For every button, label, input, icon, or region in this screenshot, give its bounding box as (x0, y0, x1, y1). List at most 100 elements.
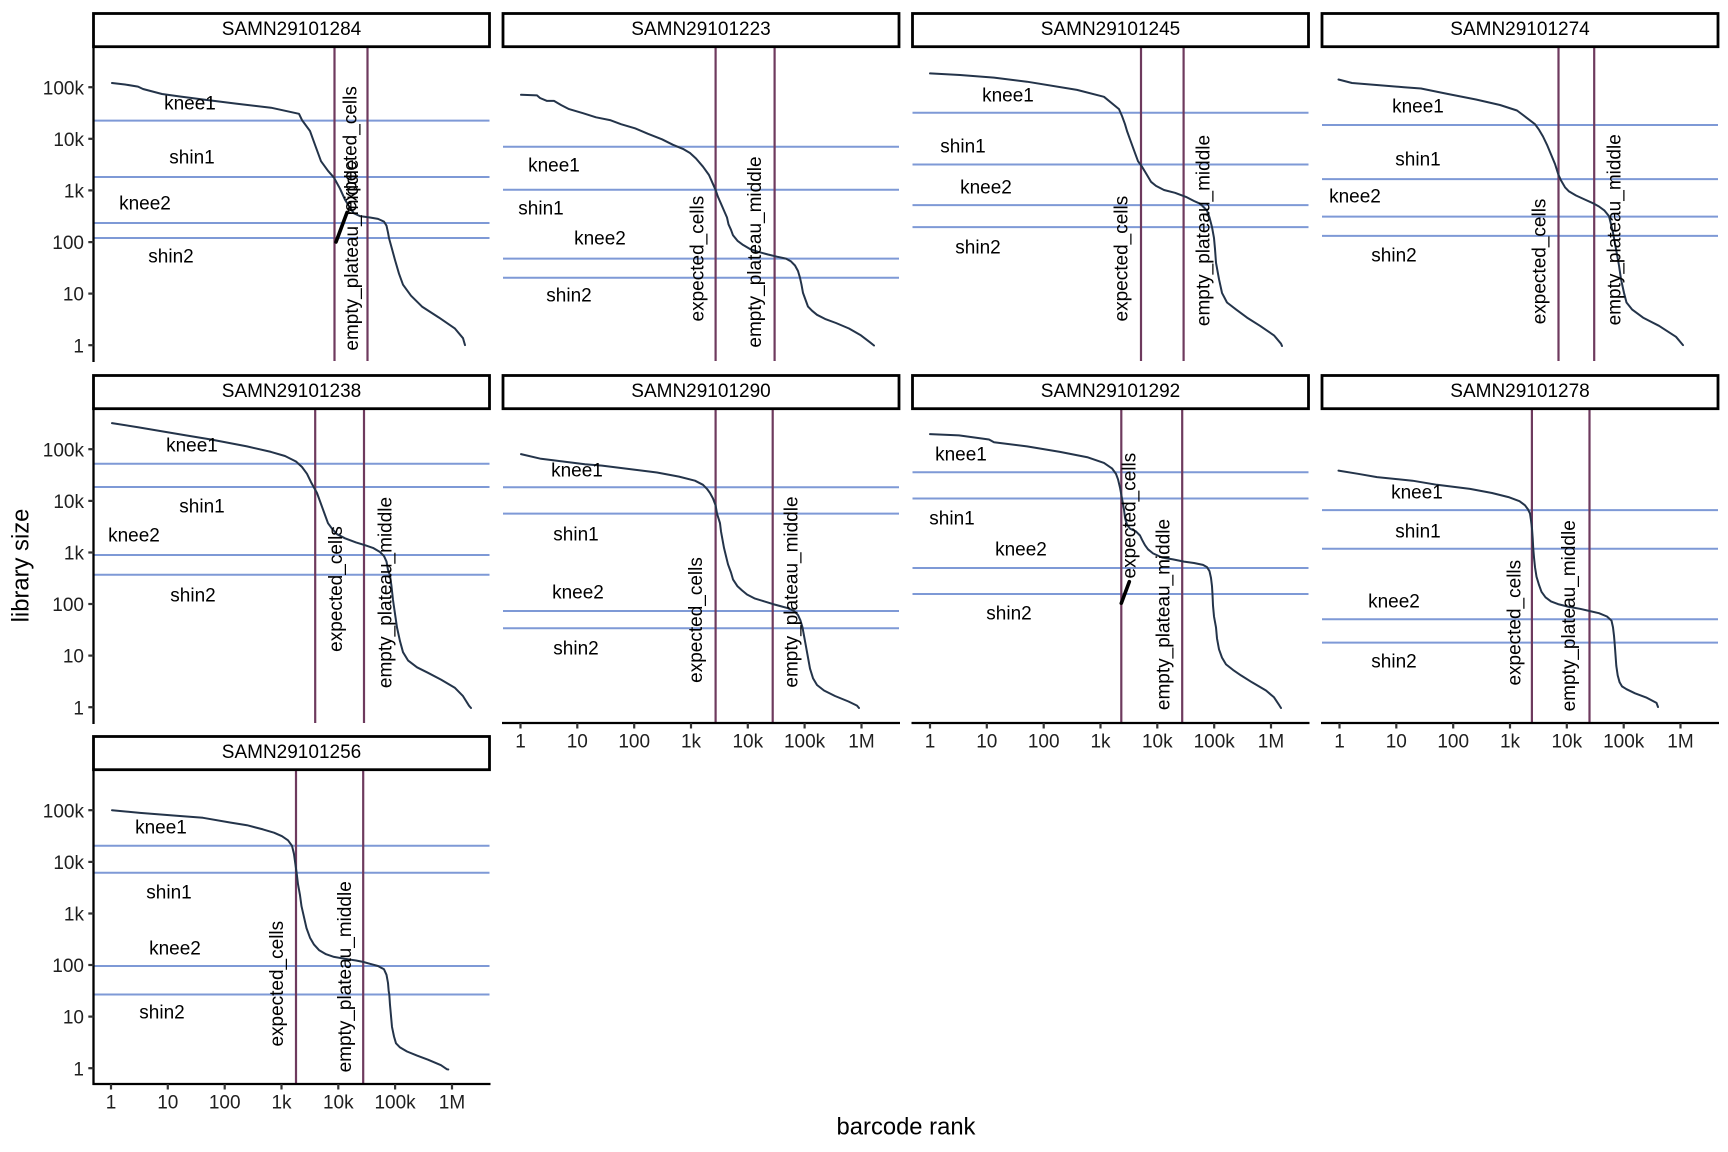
svg-text:SAMN29101256: SAMN29101256 (222, 742, 361, 763)
svg-text:1: 1 (1334, 732, 1345, 753)
svg-text:shin1: shin1 (553, 525, 598, 546)
svg-text:1M: 1M (439, 1093, 465, 1114)
svg-text:10: 10 (63, 285, 84, 306)
svg-text:10k: 10k (53, 492, 84, 513)
svg-text:shin2: shin2 (955, 238, 1000, 259)
svg-text:knee2: knee2 (119, 194, 171, 215)
svg-text:empty_plateau_middle: empty_plateau_middle (1605, 134, 1626, 325)
svg-text:1: 1 (925, 732, 936, 753)
svg-text:shin2: shin2 (986, 604, 1031, 625)
svg-text:expected_cells: expected_cells (1504, 560, 1525, 686)
svg-text:10k: 10k (323, 1093, 354, 1114)
svg-text:1: 1 (106, 1093, 117, 1114)
svg-text:empty_plateau_middle: empty_plateau_middle (1153, 519, 1174, 710)
svg-text:1k: 1k (1090, 732, 1111, 753)
svg-text:knee1: knee1 (164, 94, 216, 115)
svg-text:knee2: knee2 (960, 178, 1012, 199)
svg-text:1M: 1M (848, 732, 874, 753)
svg-text:10k: 10k (732, 732, 763, 753)
svg-text:1M: 1M (1258, 732, 1284, 753)
svg-text:empty_plateau_middle: empty_plateau_middle (781, 496, 802, 687)
svg-text:100: 100 (1028, 732, 1060, 753)
svg-text:shin1: shin1 (1395, 150, 1440, 171)
svg-text:10k: 10k (53, 130, 84, 151)
svg-text:shin1: shin1 (518, 199, 563, 220)
svg-text:100: 100 (1437, 732, 1469, 753)
svg-text:100k: 100k (43, 78, 85, 99)
svg-text:100: 100 (52, 595, 84, 616)
svg-text:shin1: shin1 (940, 137, 985, 158)
svg-text:1: 1 (515, 732, 526, 753)
svg-text:100k: 100k (1603, 732, 1645, 753)
svg-text:knee1: knee1 (551, 461, 603, 482)
svg-text:100k: 100k (374, 1093, 416, 1114)
svg-text:empty_plateau_middle: empty_plateau_middle (745, 156, 766, 347)
svg-text:SAMN29101278: SAMN29101278 (1450, 381, 1589, 402)
svg-text:shin2: shin2 (1371, 246, 1416, 267)
svg-text:1k: 1k (271, 1093, 292, 1114)
svg-text:knee2: knee2 (149, 939, 201, 960)
svg-text:100k: 100k (43, 801, 85, 822)
svg-text:100k: 100k (43, 440, 85, 461)
svg-text:knee1: knee1 (1391, 483, 1443, 504)
svg-text:SAMN29101284: SAMN29101284 (222, 19, 362, 40)
svg-text:knee1: knee1 (528, 156, 580, 177)
svg-text:10k: 10k (1142, 732, 1173, 753)
svg-text:knee2: knee2 (574, 229, 626, 250)
svg-text:100k: 100k (784, 732, 826, 753)
svg-text:10: 10 (1386, 732, 1407, 753)
svg-text:empty_plateau_middle: empty_plateau_middle (376, 497, 397, 688)
svg-text:barcode rank: barcode rank (837, 1114, 976, 1141)
svg-text:10: 10 (157, 1093, 178, 1114)
svg-text:knee2: knee2 (1368, 592, 1420, 613)
svg-text:expected_cells: expected_cells (341, 86, 362, 212)
svg-text:knee1: knee1 (1392, 97, 1444, 118)
svg-text:SAMN29101274: SAMN29101274 (1450, 19, 1590, 40)
svg-text:shin2: shin2 (170, 586, 215, 607)
svg-text:shin1: shin1 (929, 509, 974, 530)
svg-text:expected_cells: expected_cells (326, 526, 347, 652)
svg-text:10: 10 (976, 732, 997, 753)
svg-text:1: 1 (73, 336, 84, 357)
svg-text:1M: 1M (1667, 732, 1693, 753)
svg-text:knee2: knee2 (108, 526, 160, 547)
svg-text:expected_cells: expected_cells (1120, 453, 1141, 579)
svg-text:empty_plateau_middle: empty_plateau_middle (1194, 135, 1215, 326)
svg-text:1k: 1k (64, 182, 85, 203)
svg-text:SAMN29101245: SAMN29101245 (1041, 19, 1180, 40)
svg-text:shin1: shin1 (169, 148, 214, 169)
svg-text:1k: 1k (681, 732, 702, 753)
svg-text:10: 10 (567, 732, 588, 753)
svg-text:expected_cells: expected_cells (1111, 196, 1132, 322)
svg-text:1k: 1k (64, 544, 85, 565)
svg-text:SAMN29101238: SAMN29101238 (222, 381, 361, 402)
svg-text:10k: 10k (1551, 732, 1582, 753)
svg-text:knee2: knee2 (995, 540, 1047, 561)
svg-text:SAMN29101223: SAMN29101223 (631, 19, 770, 40)
svg-text:100: 100 (618, 732, 650, 753)
svg-text:1: 1 (73, 698, 84, 719)
svg-text:10: 10 (63, 1008, 84, 1029)
svg-text:library size: library size (8, 509, 35, 623)
svg-text:shin2: shin2 (148, 247, 193, 268)
svg-text:shin2: shin2 (1371, 652, 1416, 673)
svg-text:knee1: knee1 (935, 445, 987, 466)
svg-text:100: 100 (52, 956, 84, 977)
svg-text:SAMN29101292: SAMN29101292 (1041, 381, 1180, 402)
svg-text:shin2: shin2 (546, 286, 591, 307)
svg-text:empty_plateau_middle: empty_plateau_middle (342, 159, 363, 350)
svg-text:shin1: shin1 (179, 497, 224, 518)
svg-text:100: 100 (209, 1093, 241, 1114)
svg-text:1: 1 (73, 1059, 84, 1080)
svg-text:shin2: shin2 (553, 639, 598, 660)
svg-text:knee1: knee1 (135, 818, 187, 839)
svg-text:10k: 10k (53, 853, 84, 874)
svg-text:SAMN29101290: SAMN29101290 (631, 381, 770, 402)
svg-text:expected_cells: expected_cells (1530, 199, 1551, 325)
svg-text:1k: 1k (64, 905, 85, 926)
svg-text:1k: 1k (1500, 732, 1521, 753)
svg-text:empty_plateau_middle: empty_plateau_middle (1559, 520, 1580, 711)
svg-text:knee1: knee1 (982, 86, 1034, 107)
svg-text:100k: 100k (1194, 732, 1236, 753)
svg-text:shin1: shin1 (146, 883, 191, 904)
